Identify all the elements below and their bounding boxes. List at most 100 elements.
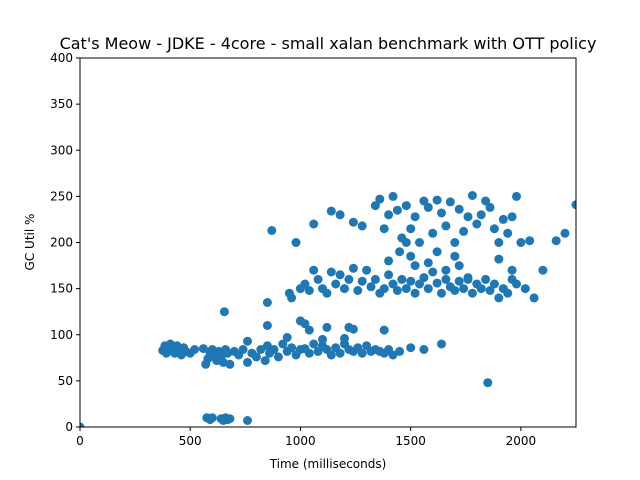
data-point [313, 274, 323, 284]
data-point [370, 201, 380, 211]
data-point [476, 210, 486, 220]
data-point [357, 221, 367, 231]
data-point [498, 214, 508, 224]
data-point [406, 224, 416, 234]
data-point [423, 284, 433, 294]
data-point [406, 343, 416, 353]
data-point [331, 279, 341, 289]
y-axis-label: GC Util % [23, 214, 37, 271]
data-point [322, 288, 332, 298]
data-point [304, 325, 314, 335]
data-point [287, 343, 297, 353]
x-tick-label: 1000 [285, 434, 316, 448]
data-points [80, 191, 576, 427]
data-point [483, 378, 493, 388]
y-tick-label: 300 [50, 143, 73, 157]
data-point [529, 293, 539, 303]
data-point [437, 208, 446, 218]
data-point [348, 263, 358, 273]
data-point [284, 288, 294, 298]
data-point [525, 236, 535, 246]
data-point [348, 324, 358, 334]
data-point [489, 224, 499, 234]
data-point [410, 212, 420, 222]
data-point [441, 265, 451, 275]
data-point [467, 288, 477, 298]
data-point [432, 247, 442, 257]
data-point [344, 274, 354, 284]
data-point [512, 279, 521, 289]
data-point [397, 274, 407, 284]
data-point [472, 219, 482, 229]
data-point [428, 267, 438, 277]
data-point [450, 286, 460, 295]
data-point [463, 274, 473, 284]
y-tick-label: 400 [50, 51, 73, 65]
data-point [190, 345, 200, 354]
data-point [395, 346, 405, 356]
data-point [395, 247, 405, 257]
data-point [520, 284, 530, 294]
data-point [415, 279, 424, 289]
data-point [507, 212, 517, 222]
data-point [262, 341, 272, 351]
data-point [366, 282, 376, 292]
data-point [256, 345, 266, 354]
data-point [551, 236, 561, 246]
data-point [300, 319, 310, 329]
data-point [362, 265, 372, 275]
data-point [503, 228, 513, 238]
data-point [304, 286, 314, 295]
data-point [419, 345, 429, 354]
y-tick-label: 50 [58, 374, 73, 388]
data-point [278, 339, 288, 349]
data-point [379, 224, 389, 234]
data-point [309, 219, 319, 229]
y-tick-label: 350 [50, 97, 73, 111]
data-point [353, 286, 363, 295]
data-point [260, 356, 270, 366]
data-point [348, 217, 358, 227]
data-point [326, 267, 336, 277]
data-point [467, 191, 477, 200]
data-point [340, 333, 349, 343]
data-point [322, 322, 332, 332]
data-point [335, 270, 345, 280]
data-point [432, 278, 442, 288]
data-point [375, 194, 385, 204]
data-point [318, 334, 327, 344]
data-point [238, 345, 248, 354]
plot-area [80, 58, 576, 427]
data-point [419, 196, 429, 206]
x-tick-label: 1500 [395, 434, 426, 448]
data-point [80, 422, 85, 427]
data-point [340, 284, 349, 294]
data-point [243, 416, 252, 425]
data-point [423, 202, 433, 212]
data-point [432, 195, 442, 205]
data-point [485, 202, 495, 212]
data-point [516, 238, 526, 247]
data-point [243, 357, 252, 367]
data-point [419, 273, 429, 283]
data-point [225, 359, 235, 369]
data-point [445, 197, 455, 207]
data-point [415, 238, 424, 247]
y-tick-label: 0 [65, 420, 73, 434]
data-point [512, 191, 521, 201]
data-point [485, 286, 495, 295]
data-point [243, 336, 252, 346]
data-point [463, 212, 473, 222]
data-point [379, 284, 389, 294]
data-point [357, 348, 367, 358]
data-point [219, 307, 229, 317]
data-point [273, 352, 283, 362]
data-point [507, 265, 517, 275]
data-point [384, 210, 394, 220]
data-point [291, 238, 301, 247]
data-point [437, 339, 446, 349]
data-point [392, 286, 402, 295]
data-point [269, 345, 279, 354]
data-point [304, 348, 314, 358]
